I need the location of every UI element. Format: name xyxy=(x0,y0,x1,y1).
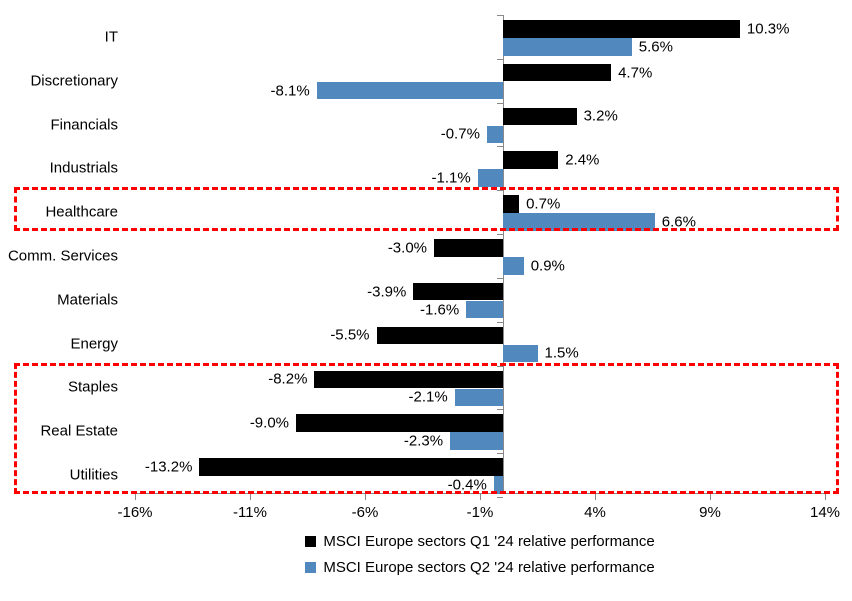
category-label: Industrials xyxy=(49,159,118,177)
value-axis-tick xyxy=(479,493,481,500)
legend-swatch-q2-icon xyxy=(305,562,317,573)
value-label: 0.7% xyxy=(526,195,561,213)
legend-label-q1: MSCI Europe sectors Q1 '24 relative perf… xyxy=(323,533,655,550)
value-label: -0.7% xyxy=(440,125,480,143)
category-label: Staples xyxy=(67,378,118,396)
value-label: -8.2% xyxy=(268,370,308,388)
bar-q2 xyxy=(503,213,655,231)
x-axis-tick-label: 14% xyxy=(809,504,841,521)
category-label: Financials xyxy=(50,116,118,134)
category-axis-tick xyxy=(497,102,503,104)
value-axis-tick xyxy=(594,493,596,500)
legend-label-q2: MSCI Europe sectors Q2 '24 relative perf… xyxy=(323,559,655,576)
category-label: Utilities xyxy=(69,466,118,484)
value-label: -5.5% xyxy=(330,326,370,344)
category-axis-tick xyxy=(497,365,503,367)
bar-q1 xyxy=(503,195,520,213)
value-axis-tick xyxy=(709,493,711,500)
value-label: 4.7% xyxy=(618,64,653,82)
category-axis-tick xyxy=(497,277,503,279)
value-label: 10.3% xyxy=(746,20,790,38)
bar-q2 xyxy=(316,81,503,100)
value-label: -1.6% xyxy=(420,301,460,319)
category-label: Materials xyxy=(57,291,118,309)
bar-q1 xyxy=(503,151,559,169)
value-label: 1.5% xyxy=(544,344,579,362)
bar-q1 xyxy=(296,414,503,432)
bar-q1 xyxy=(314,370,503,389)
category-label: Real Estate xyxy=(40,422,118,440)
value-label: 2.4% xyxy=(565,151,600,169)
value-label: -0.4% xyxy=(447,476,487,494)
value-label: 3.2% xyxy=(583,107,618,125)
bar-q2 xyxy=(466,300,503,319)
value-label: -3.0% xyxy=(387,239,427,257)
x-axis-tick-label: 9% xyxy=(699,504,721,521)
category-axis-tick xyxy=(497,321,503,323)
bar-q2 xyxy=(486,125,503,144)
highlight-box-defensives xyxy=(14,362,839,495)
highlight-box-healthcare xyxy=(14,187,839,232)
category-label: Energy xyxy=(70,335,118,353)
category-label: IT xyxy=(104,28,118,46)
value-label: -13.2% xyxy=(144,458,193,476)
category-label: Healthcare xyxy=(45,203,118,221)
value-label: -2.3% xyxy=(403,432,444,450)
category-axis-tick xyxy=(497,409,503,411)
bar-q2 xyxy=(450,432,503,450)
x-axis-tick-label: 4% xyxy=(584,504,606,521)
category-axis-tick xyxy=(497,58,503,60)
legend-item-q1: MSCI Europe sectors Q1 '24 relative perf… xyxy=(305,533,655,550)
bar-q1 xyxy=(503,20,740,38)
category-label: Discretionary xyxy=(30,72,118,90)
category-axis-tick xyxy=(497,15,503,16)
value-label: -2.1% xyxy=(408,388,448,406)
value-label: -3.9% xyxy=(367,283,407,301)
value-label: -1.1% xyxy=(431,169,471,187)
bar-q2 xyxy=(503,38,632,56)
bar-q2 xyxy=(503,344,538,363)
category-axis-line xyxy=(502,15,504,493)
value-label: 5.6% xyxy=(638,38,673,56)
value-axis-tick xyxy=(824,493,826,500)
bar-q1 xyxy=(434,239,503,257)
value-axis-tick xyxy=(249,493,251,500)
bar-q1 xyxy=(503,63,612,82)
value-label: -9.0% xyxy=(249,414,289,432)
category-axis-tick xyxy=(497,146,503,148)
value-label: -8.1% xyxy=(270,82,310,100)
x-axis-tick-label: -6% xyxy=(351,504,379,521)
bar-q1 xyxy=(503,107,577,126)
bar-q1 xyxy=(199,458,503,476)
bar-q2 xyxy=(477,169,503,187)
category-axis-tick xyxy=(497,497,503,498)
x-axis-tick-label: -11% xyxy=(233,504,267,521)
bar-q2 xyxy=(493,476,503,494)
bar-q1 xyxy=(376,326,503,345)
x-axis-tick-label: -16% xyxy=(117,504,153,521)
legend: MSCI Europe sectors Q1 '24 relative perf… xyxy=(135,533,825,576)
bar-q2 xyxy=(454,388,503,407)
value-axis-tick xyxy=(364,493,366,500)
value-label: 6.6% xyxy=(661,213,696,231)
category-axis-tick xyxy=(497,190,503,192)
legend-item-q2: MSCI Europe sectors Q2 '24 relative perf… xyxy=(305,559,655,576)
legend-swatch-q1-icon xyxy=(305,536,317,547)
x-axis-tick-label: -1% xyxy=(466,504,494,521)
value-label: 0.9% xyxy=(530,257,565,275)
bar-q2 xyxy=(503,257,524,275)
category-axis-tick xyxy=(497,453,503,455)
value-axis-tick xyxy=(134,493,136,500)
category-axis-tick xyxy=(497,234,503,236)
category-label: Comm. Services xyxy=(7,247,118,265)
bar-q1 xyxy=(413,282,503,301)
